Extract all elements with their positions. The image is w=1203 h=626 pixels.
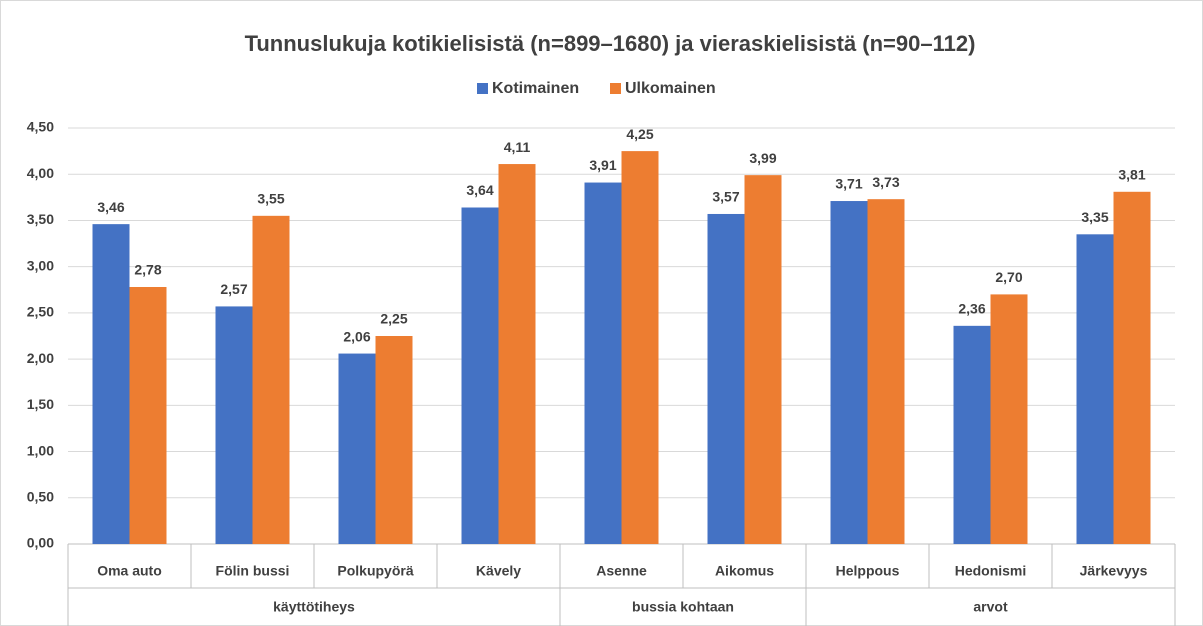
y-tick-label: 2,00 — [27, 350, 54, 366]
bar — [953, 325, 991, 544]
bar — [707, 213, 745, 544]
group-label: arvot — [973, 599, 1008, 615]
data-label: 2,36 — [958, 301, 985, 317]
bar — [498, 164, 536, 544]
data-label: 3,99 — [749, 150, 776, 166]
bar — [744, 175, 782, 544]
data-label: 3,91 — [589, 157, 616, 173]
group-label: bussia kohtaan — [632, 599, 734, 615]
bar — [1113, 191, 1151, 544]
data-label: 2,70 — [995, 269, 1022, 285]
bar — [830, 201, 868, 544]
x-tick-label: Helppous — [836, 563, 900, 579]
data-label: 2,57 — [220, 281, 247, 297]
x-tick-label: Kävely — [476, 563, 521, 579]
bar — [867, 199, 905, 544]
y-tick-label: 4,00 — [27, 165, 54, 181]
chart-title: Tunnuslukuja kotikielisistä (n=899–1680)… — [245, 31, 976, 56]
bar — [129, 287, 167, 544]
data-label: 3,46 — [97, 199, 124, 215]
y-tick-label: 1,00 — [27, 442, 54, 458]
legend-swatch — [610, 83, 621, 94]
y-tick-label: 1,50 — [27, 396, 54, 412]
x-tick-label: Hedonismi — [955, 563, 1027, 579]
y-tick-label: 0,50 — [27, 488, 54, 504]
data-label: 2,25 — [380, 311, 407, 327]
x-tick-label: Asenne — [596, 563, 647, 579]
data-label: 3,55 — [257, 191, 284, 207]
data-label: 3,64 — [466, 182, 493, 198]
data-label: 4,11 — [504, 139, 531, 155]
legend-label: Kotimainen — [492, 80, 579, 97]
bar — [375, 336, 413, 544]
y-tick-label: 2,50 — [27, 304, 54, 320]
bar — [621, 151, 659, 544]
data-label: 3,71 — [835, 176, 862, 192]
data-label: 4,25 — [626, 126, 653, 142]
data-label: 2,78 — [134, 262, 161, 278]
y-tick-label: 0,00 — [27, 535, 54, 551]
data-label: 3,35 — [1081, 209, 1108, 225]
x-tick-label: Oma auto — [97, 563, 162, 579]
group-label: käyttötiheys — [273, 599, 355, 615]
y-tick-label: 4,50 — [27, 119, 54, 135]
bar — [92, 224, 130, 545]
data-label: 3,57 — [712, 189, 739, 205]
bar — [252, 215, 290, 545]
x-tick-label: Fölin bussi — [216, 563, 290, 579]
data-label: 3,73 — [872, 174, 899, 190]
x-tick-label: Polkupyörä — [337, 563, 413, 579]
x-tick-label: Aikomus — [715, 563, 774, 579]
legend-swatch — [477, 83, 488, 94]
bar — [1076, 234, 1114, 545]
data-label: 2,06 — [343, 328, 370, 344]
bar — [461, 207, 499, 544]
bar — [584, 182, 622, 544]
y-tick-label: 3,00 — [27, 257, 54, 273]
legend-label: Ulkomainen — [625, 80, 716, 97]
x-tick-label: Järkevyys — [1080, 563, 1148, 579]
bar — [215, 306, 253, 544]
bar — [338, 353, 376, 544]
bar — [990, 294, 1028, 544]
y-tick-label: 3,50 — [27, 211, 54, 227]
data-label: 3,81 — [1118, 166, 1145, 182]
